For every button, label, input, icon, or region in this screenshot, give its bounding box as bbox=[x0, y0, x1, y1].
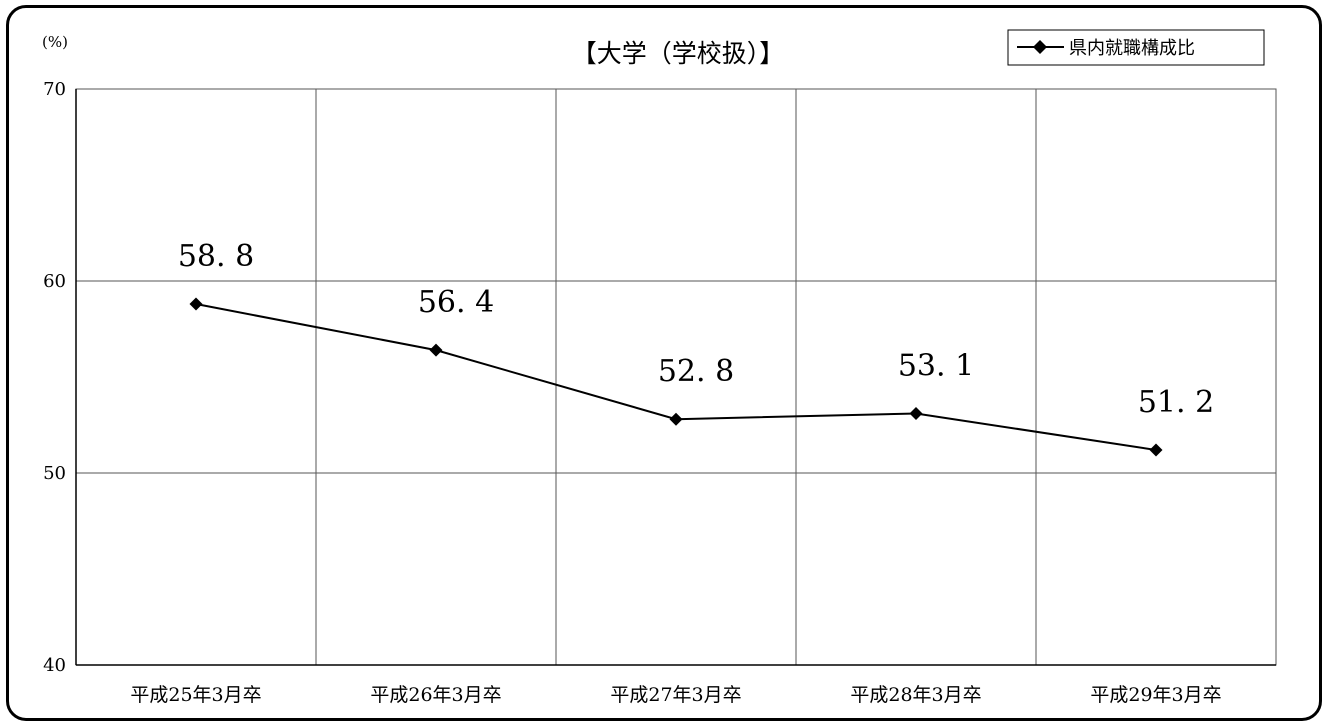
x-category-label: 平成27年3月卒 bbox=[610, 684, 741, 706]
legend-diamond-marker-icon bbox=[1033, 40, 1047, 54]
data-label: 56. 4 bbox=[418, 285, 494, 320]
legend: 県内就職構成比 bbox=[1007, 29, 1265, 66]
data-point-marker bbox=[1149, 443, 1163, 457]
label-layer: 58. 8 56. 4 52. 8 53. 1 51. 2 bbox=[178, 239, 1214, 420]
chart-frame bbox=[6, 5, 1322, 721]
y-tick-label: 50 bbox=[43, 463, 66, 484]
chart-title: 【大学（学校扱）】 bbox=[572, 39, 785, 68]
y-tick-label: 60 bbox=[43, 271, 66, 292]
data-label: 53. 1 bbox=[898, 348, 974, 383]
x-category-label: 平成29年3月卒 bbox=[1090, 684, 1221, 706]
axis-layer: 40 50 60 70 平成25年3月卒 平成26年3月卒 平成27年3月卒 平成28年3月卒… bbox=[43, 79, 1277, 706]
series-layer bbox=[189, 297, 1163, 457]
data-label: 51. 2 bbox=[1138, 385, 1214, 420]
data-label: 52. 8 bbox=[658, 354, 734, 389]
legend-label: 県内就職構成比 bbox=[1069, 38, 1195, 59]
data-point-marker bbox=[429, 343, 443, 357]
data-point-marker bbox=[669, 412, 683, 426]
x-category-label: 平成25年3月卒 bbox=[130, 684, 261, 706]
data-label: 58. 8 bbox=[178, 239, 254, 274]
y-axis-unit-label: (%) bbox=[42, 33, 68, 51]
x-category-label: 平成26年3月卒 bbox=[370, 684, 501, 706]
data-point-marker bbox=[189, 297, 203, 311]
y-tick-label: 70 bbox=[43, 79, 66, 100]
data-point-marker bbox=[909, 406, 923, 420]
y-tick-label: 40 bbox=[43, 655, 66, 676]
x-category-label: 平成28年3月卒 bbox=[850, 684, 981, 706]
